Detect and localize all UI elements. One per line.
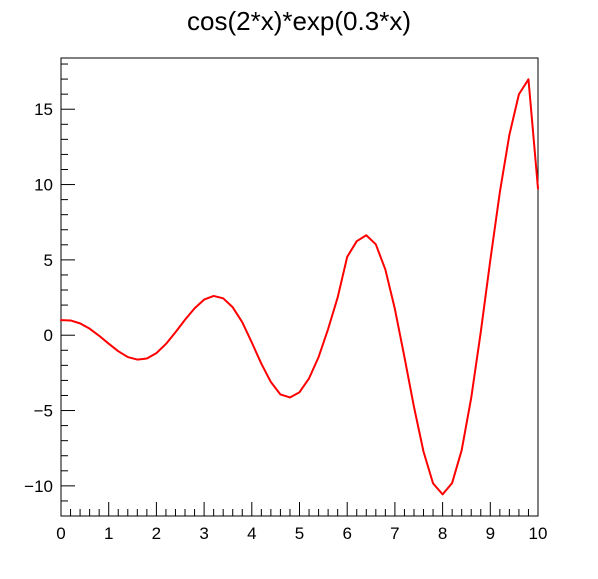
y-tick-label: 15: [34, 100, 53, 119]
x-tick-label: 7: [390, 524, 399, 543]
x-tick-label: 8: [438, 524, 447, 543]
x-tick-label: 4: [247, 524, 256, 543]
y-tick-label: 10: [34, 176, 53, 195]
x-tick-label: 5: [295, 524, 304, 543]
x-tick-label: 6: [342, 524, 351, 543]
y-tick-label: −10: [24, 477, 53, 496]
y-tick-label: 5: [44, 251, 53, 270]
series-line: [60, 78, 539, 496]
y-tick-label: −5: [34, 402, 53, 421]
x-tick-label: 1: [104, 524, 113, 543]
y-tick-label: 0: [44, 326, 53, 345]
x-tick-label: 0: [56, 524, 65, 543]
x-tick-label: 9: [486, 524, 495, 543]
x-tick-label: 3: [199, 524, 208, 543]
chart-title: cos(2*x)*exp(0.3*x): [187, 6, 411, 36]
x-tick-label: 2: [152, 524, 161, 543]
axes-layer: 0 1 2 3 4 5 6 7 8 9 10 −10 −5 0 5 10 15: [24, 57, 548, 543]
x-tick-label: 10: [529, 524, 548, 543]
series-layer: [60, 78, 539, 496]
